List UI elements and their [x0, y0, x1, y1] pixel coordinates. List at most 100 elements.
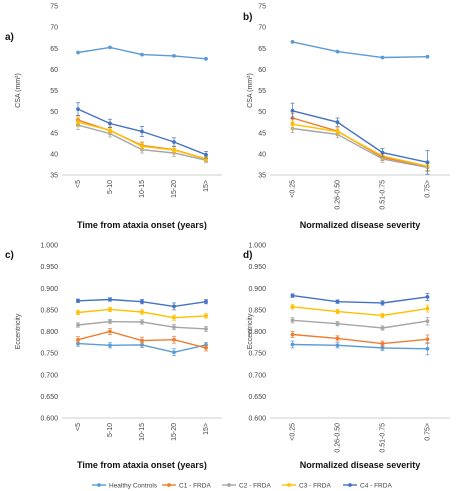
data-point [76, 107, 80, 111]
chart-panel-2: b) 35 40 45 50 55 60 65 70 75 CSA (mm²) <0.25 0.26-0… [243, 4, 450, 230]
data-point [425, 306, 430, 311]
data-point [172, 53, 176, 58]
y-tick-label: 40 [50, 151, 58, 158]
data-point [108, 297, 112, 302]
series-line [292, 41, 428, 59]
data-point [76, 323, 80, 327]
y-tick-label: 50 [258, 109, 266, 116]
panel-label: c) [5, 250, 14, 261]
x-axis-title: Time from ataxia onset (years) [77, 460, 207, 470]
data-point [204, 327, 208, 331]
data-point [290, 304, 295, 309]
data-point [140, 129, 144, 134]
series-c1-frda [290, 331, 430, 347]
data-point [140, 310, 144, 314]
x-tick-label: <5 [75, 180, 82, 188]
data-point [425, 54, 430, 59]
data-point [290, 318, 295, 323]
y-tick-label: 0.800 [40, 329, 58, 336]
y-tick-label: 75 [50, 4, 58, 11]
data-point [425, 160, 430, 165]
y-tick-label: 35 [258, 173, 266, 180]
series-c4-frda [290, 293, 430, 306]
data-point [172, 304, 176, 309]
x-axis-title: Normalized disease severity [300, 220, 421, 230]
y-tick-label: 45 [258, 130, 266, 137]
x-tick-label: 0.26-0.50 [335, 423, 342, 453]
data-point [140, 144, 144, 149]
data-point [335, 336, 340, 341]
data-point [204, 152, 208, 157]
y-axis-title: CSA (mm²) [247, 73, 254, 108]
x-tick-label: 15> [203, 423, 210, 435]
y-tick-label: 0.700 [248, 372, 266, 379]
data-point [172, 140, 176, 144]
data-point [335, 343, 340, 348]
x-tick-label: 10-15 [139, 423, 146, 441]
data-point [380, 301, 385, 305]
series-line [292, 117, 428, 168]
y-tick-label: 0.900 [248, 286, 266, 293]
legend: Healthy Controls C1 - FRDA C2 - FRDA C3 - F… [92, 482, 392, 489]
y-tick-label: 0.950 [248, 264, 266, 271]
legend-swatch-marker [167, 483, 171, 487]
chart-panel-3: c) 0.600 0.650 0.700 0.750 0.800 0.850 0.900 0.9… [5, 243, 222, 470]
series-line [292, 294, 428, 304]
series-line [292, 333, 428, 345]
y-axis-title: CSA (mm²) [15, 73, 22, 108]
series-c2-frda [290, 316, 430, 331]
series-c3-frda [76, 306, 208, 321]
y-tick-label: 0.650 [40, 394, 58, 401]
legend-entry-label: Healthy Controls [109, 482, 158, 489]
y-tick-label: 0.750 [40, 351, 58, 358]
x-tick-label: 0.26-0.50 [335, 180, 342, 210]
data-point [76, 337, 80, 342]
data-point [76, 50, 80, 55]
series-healthy-controls [290, 40, 430, 60]
y-axis-title: Eccentricity [15, 313, 22, 349]
data-point [108, 329, 112, 334]
x-tick-label: 15-20 [171, 180, 178, 198]
series-c1-frda [76, 328, 208, 352]
data-point [108, 45, 112, 50]
x-tick-label: 0.75> [425, 180, 432, 198]
data-point [425, 346, 430, 351]
y-tick-label: 65 [50, 46, 58, 53]
x-axis-title: Normalized disease severity [300, 460, 421, 470]
y-tick-label: 0.750 [248, 351, 266, 358]
series-line [292, 319, 428, 329]
legend-entry-label: C3 - FRDA [299, 482, 331, 489]
y-tick-label: 50 [50, 109, 58, 116]
series-healthy-controls [76, 45, 208, 61]
legend-swatch-marker [287, 483, 291, 487]
x-tick-label: 0.75> [425, 423, 432, 441]
x-tick-label: 0.51-0.75 [380, 423, 387, 453]
series-healthy-controls [290, 340, 430, 356]
series-c4-frda [76, 102, 208, 159]
legend-swatch-marker [227, 483, 231, 487]
data-point [290, 342, 295, 347]
data-point [425, 337, 430, 342]
data-point [172, 315, 176, 320]
series-c3-frda [76, 117, 208, 162]
y-tick-label: 0.950 [40, 264, 58, 271]
x-tick-label: <0.25 [290, 423, 297, 441]
data-point [380, 346, 385, 350]
y-tick-label: 0.650 [248, 394, 266, 401]
data-point [380, 341, 385, 346]
data-point [380, 313, 385, 318]
chart-panel-4: d) 0.600 0.650 0.700 0.750 0.800 0.850 0.900 0.9… [243, 243, 450, 470]
panel-label: d) [243, 250, 252, 261]
y-tick-label: 70 [50, 25, 58, 32]
data-point [204, 56, 208, 61]
y-tick-label: 1.000 [248, 243, 266, 250]
data-point [335, 49, 340, 54]
data-point [290, 332, 295, 337]
y-tick-label: 70 [258, 25, 266, 32]
x-tick-label: 5-10 [107, 180, 114, 194]
data-point [380, 55, 385, 60]
data-point [140, 338, 144, 343]
data-point [108, 319, 112, 324]
data-point [335, 299, 340, 304]
